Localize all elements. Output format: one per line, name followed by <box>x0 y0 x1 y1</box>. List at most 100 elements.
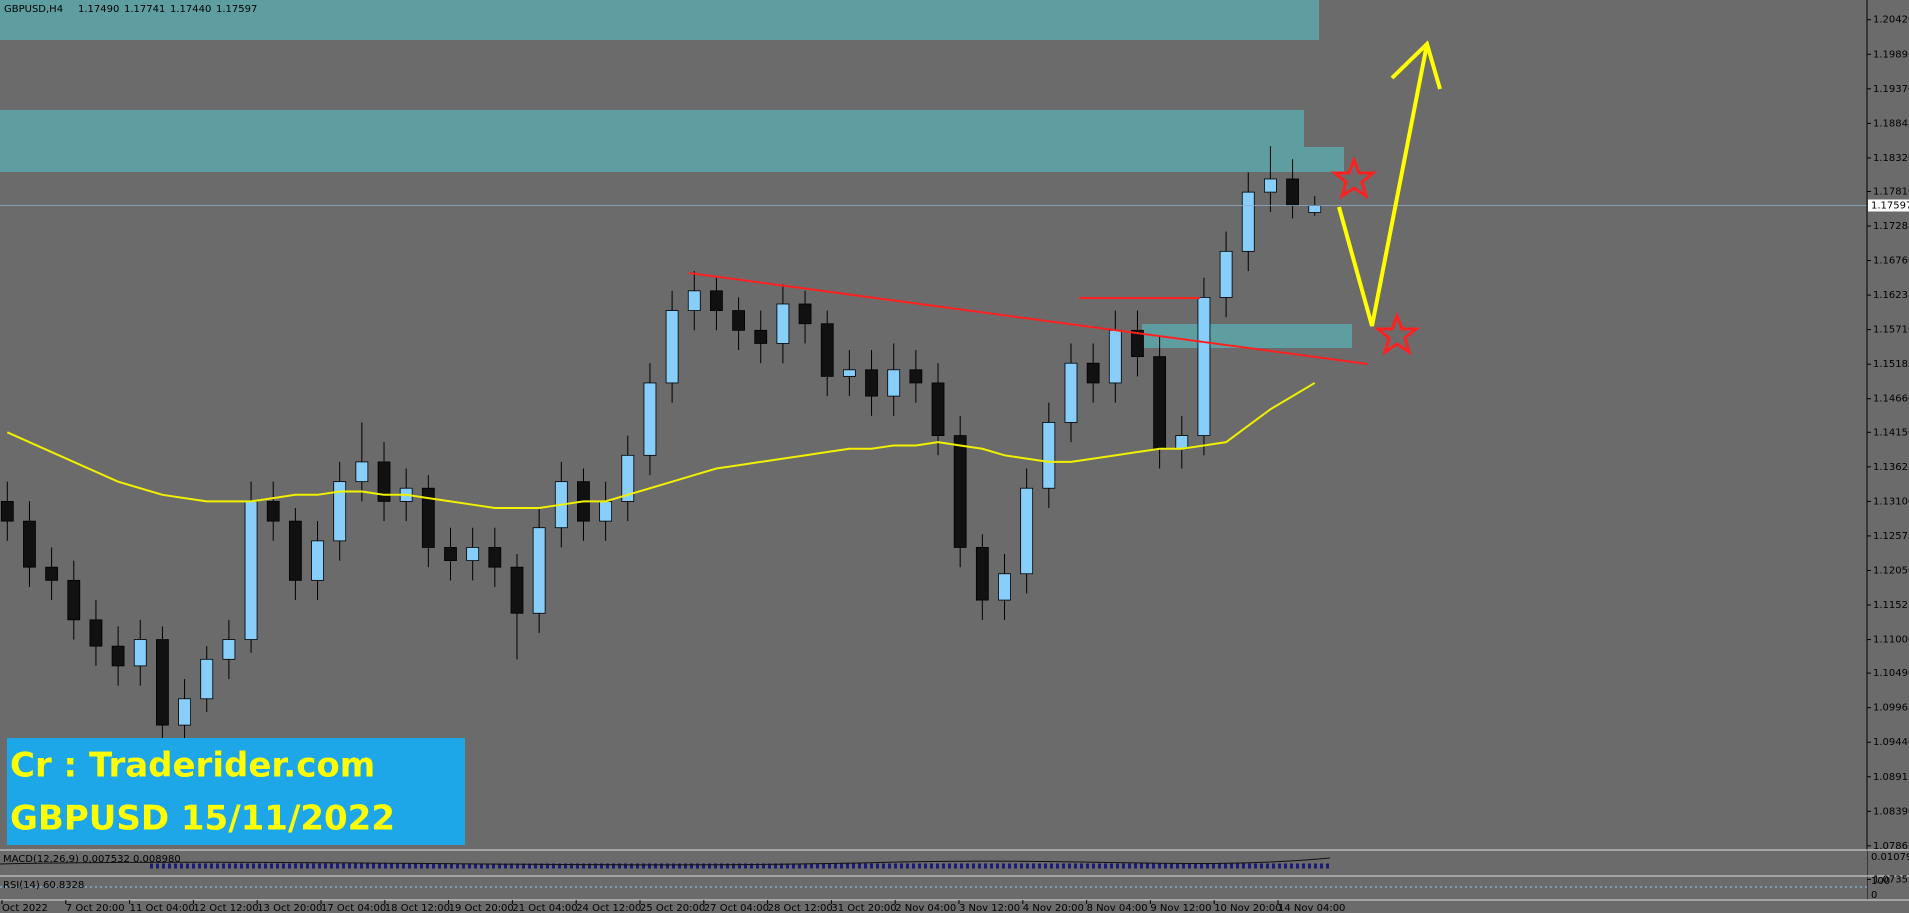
candle-body <box>1308 205 1322 213</box>
candle-body <box>1131 329 1144 358</box>
candle-body <box>1264 178 1277 193</box>
candle-body <box>643 382 657 456</box>
quote-value: 1.17741 <box>124 4 165 15</box>
x-tick-label: 28 Oct 12:00 <box>768 903 833 913</box>
y-tick-label: 1.17810 <box>1873 186 1909 197</box>
x-tick-label: 14 Nov 04:00 <box>1278 903 1345 913</box>
quote-value: 1.17597 <box>216 4 257 15</box>
candle-body <box>1175 435 1189 450</box>
x-tick-label: 27 Oct 04:00 <box>704 903 769 913</box>
x-tick-label: 19 Oct 20:00 <box>449 903 514 913</box>
macd-signal <box>0 857 1331 866</box>
candle-body <box>1197 297 1211 436</box>
macd-tick-label: 0.010794 <box>1871 852 1909 863</box>
candle-body <box>156 639 169 726</box>
candle-body <box>1042 422 1056 489</box>
candle-body <box>599 500 613 522</box>
x-tick-label: 18 Oct 12:00 <box>385 903 450 913</box>
macd-label: MACD(12,26,9) 0.007532 0.008980 <box>3 854 181 865</box>
y-tick-label: 1.15185 <box>1873 359 1909 370</box>
y-tick-label: 1.11000 <box>1873 635 1909 646</box>
candle-body <box>732 310 745 331</box>
watermark-text: GBPUSD 15/11/2022 <box>10 799 395 839</box>
chart-symbol: GBPUSD,H4 <box>4 4 63 15</box>
candle-body <box>222 639 236 660</box>
x-tick-label: 10 Nov 20:00 <box>1214 903 1281 913</box>
y-tick-label: 1.11525 <box>1873 600 1909 611</box>
supply-zone <box>1304 147 1344 172</box>
candle-body <box>421 487 435 548</box>
x-tick-label: 17 Oct 04:00 <box>321 903 386 913</box>
candle-body <box>444 547 457 562</box>
candle-body <box>842 369 856 377</box>
candle-body <box>355 461 369 483</box>
candle-body <box>67 579 81 621</box>
candle-body <box>953 435 967 548</box>
candle-body <box>998 573 1011 601</box>
candle-body <box>621 454 635 502</box>
candle-body <box>710 290 723 311</box>
candle-body <box>909 369 923 384</box>
y-tick-label: 1.15710 <box>1873 325 1909 336</box>
candle-body <box>466 547 480 562</box>
y-tick-label: 1.19370 <box>1873 84 1909 95</box>
y-tick-label: 1.18845 <box>1873 118 1909 129</box>
current-price-label: 1.17597 <box>1871 200 1909 211</box>
x-tick-label: 11 Oct 04:00 <box>130 903 195 913</box>
x-tick-label: 8 Nov 04:00 <box>1087 903 1148 913</box>
candle-body <box>975 547 989 601</box>
quote-value: 1.17440 <box>170 4 211 15</box>
candle-body <box>510 566 524 614</box>
candle-body <box>532 527 546 614</box>
arrow-head <box>1390 40 1442 90</box>
x-tick-label: 7 Oct 20:00 <box>66 903 125 913</box>
candle-body <box>776 303 790 344</box>
star-marker <box>1373 311 1421 356</box>
price-plot <box>0 146 1867 745</box>
y-tick-label: 1.16235 <box>1873 290 1909 301</box>
candle-body <box>111 645 125 667</box>
candle-body <box>1064 362 1078 423</box>
candle-body <box>931 382 945 436</box>
candle-body <box>1219 250 1233 298</box>
candle-body <box>798 303 812 325</box>
candle-body <box>665 310 679 384</box>
supply-zone <box>0 110 1304 172</box>
candle-body <box>311 540 324 581</box>
watermark-text: Cr : Traderider.com <box>10 746 375 786</box>
candle-body <box>178 698 191 726</box>
candle-body <box>887 369 901 397</box>
y-tick-label: 1.18320 <box>1873 153 1909 164</box>
candle-body <box>200 658 214 700</box>
watermark-box <box>7 738 465 845</box>
x-tick-label: 9 Nov 12:00 <box>1150 903 1211 913</box>
star-marker <box>1330 155 1378 200</box>
candle-body <box>754 329 768 344</box>
candle-body <box>1108 329 1122 384</box>
projection-arrow <box>1337 43 1429 327</box>
candle-body <box>288 520 302 581</box>
rsi-label: RSI(14) 60.8328 <box>3 880 84 891</box>
x-tick-label: 2 Nov 04:00 <box>895 903 956 913</box>
candle-body <box>1241 191 1255 252</box>
y-tick-label: 1.14150 <box>1873 427 1909 438</box>
y-tick-label: 1.14660 <box>1873 394 1909 405</box>
supply-zone <box>0 0 1319 40</box>
x-tick-label: 31 Oct 20:00 <box>831 903 896 913</box>
candle-body <box>377 461 391 502</box>
y-tick-label: 1.07865 <box>1873 841 1909 852</box>
x-tick-label: 3 Nov 12:00 <box>959 903 1020 913</box>
y-tick-label: 1.13625 <box>1873 462 1909 473</box>
candle-body <box>1020 487 1034 575</box>
candle-body <box>1153 356 1167 450</box>
y-tick-label: 1.09440 <box>1873 737 1909 748</box>
rsi-tick-label: 100 <box>1871 876 1890 887</box>
candle-body <box>1286 178 1299 206</box>
moving-average <box>6 382 1316 509</box>
x-tick-label: Oct 2022 <box>2 903 48 913</box>
y-tick-label: 1.20420 <box>1873 15 1909 26</box>
y-tick-label: 1.08390 <box>1873 806 1909 817</box>
candle-body <box>865 369 878 397</box>
